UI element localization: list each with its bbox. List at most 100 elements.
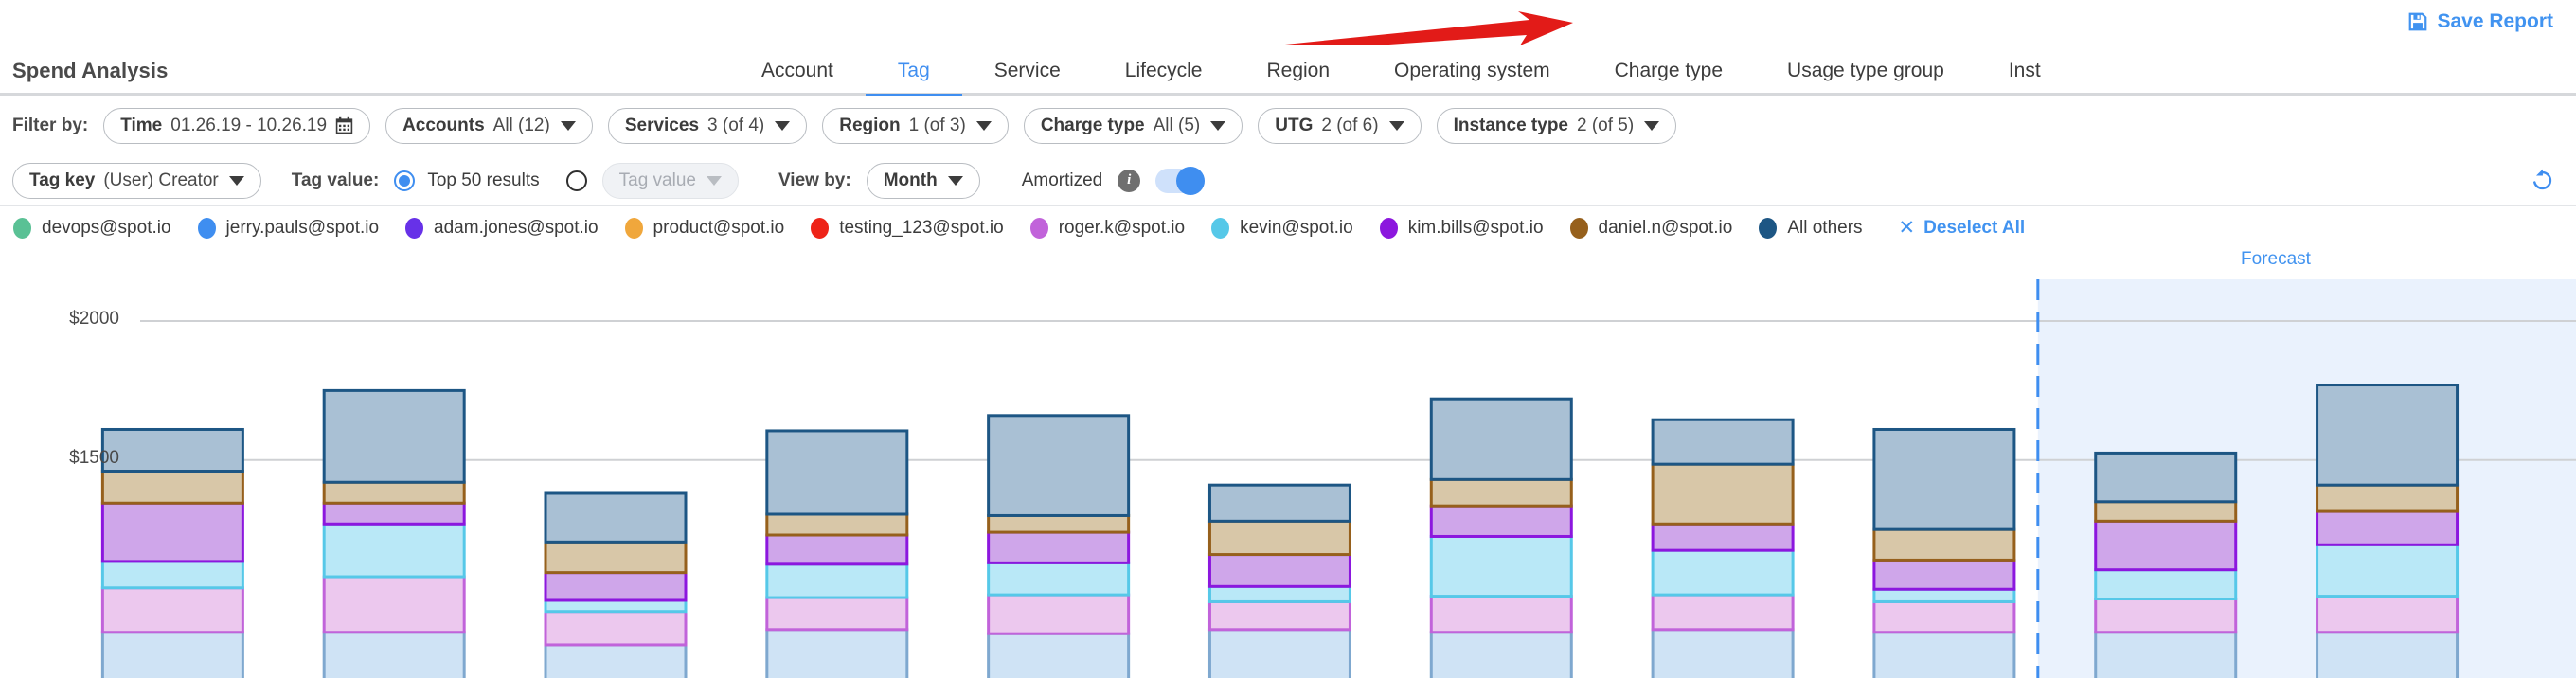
bar-segment[interactable] xyxy=(1208,628,1351,678)
bar-segment[interactable] xyxy=(1208,584,1351,603)
bar-segment[interactable] xyxy=(322,575,466,634)
legend-item[interactable]: testing_123@spot.io xyxy=(811,217,1004,239)
bar-segment[interactable] xyxy=(100,631,244,678)
bar-segment[interactable] xyxy=(1872,631,2016,678)
legend-item[interactable]: jerry.pauls@spot.io xyxy=(197,217,379,239)
reset-filters-icon[interactable] xyxy=(2530,168,2555,193)
bar-segment[interactable] xyxy=(987,414,1131,517)
bar-segment[interactable] xyxy=(1651,462,1795,526)
bar-segment[interactable] xyxy=(100,560,244,590)
tab-charge-type[interactable]: Charge type xyxy=(1583,45,1755,96)
bar-segment[interactable] xyxy=(2094,519,2238,572)
bar-segment[interactable] xyxy=(322,501,466,526)
view-by-dropdown[interactable]: Month xyxy=(866,162,980,199)
bar-segment[interactable] xyxy=(322,480,466,505)
legend-item[interactable]: adam.jones@spot.io xyxy=(405,217,599,239)
filter-chip-time[interactable]: Time 01.26.19 - 10.26.19 xyxy=(103,107,371,144)
bar-segment[interactable] xyxy=(765,429,909,516)
bar-segment[interactable] xyxy=(544,643,688,678)
bar-segment[interactable] xyxy=(1208,519,1351,557)
legend-item[interactable]: kevin@spot.io xyxy=(1211,217,1353,239)
bar-segment[interactable] xyxy=(2316,483,2460,513)
bar-segment[interactable] xyxy=(1429,534,1573,598)
bar-segment[interactable] xyxy=(1651,593,1795,632)
radio-tag-value[interactable] xyxy=(565,170,587,191)
tab-usage-type-group[interactable]: Usage type group xyxy=(1755,45,1977,96)
tab-inst[interactable]: Inst xyxy=(1977,45,2073,96)
bar-segment[interactable] xyxy=(1872,427,2016,531)
bar-segment[interactable] xyxy=(987,593,1131,635)
bar-segment[interactable] xyxy=(544,598,688,614)
bar-segment[interactable] xyxy=(2316,543,2460,598)
bar-segment[interactable] xyxy=(765,512,909,537)
bar-segment[interactable] xyxy=(1429,477,1573,508)
tag-value-dropdown[interactable]: Tag value xyxy=(601,162,739,199)
bar-segment[interactable] xyxy=(2094,568,2238,601)
filter-chip-services[interactable]: Services 3 (of 4) xyxy=(607,107,808,144)
info-icon[interactable]: i xyxy=(1118,169,1141,192)
legend-item[interactable]: devops@spot.io xyxy=(13,217,171,239)
legend-item[interactable]: All others xyxy=(1759,217,1863,239)
legend-item[interactable]: roger.k@spot.io xyxy=(1029,217,1185,239)
bar-segment[interactable] xyxy=(100,501,244,563)
bar-segment[interactable] xyxy=(765,562,909,599)
legend-item[interactable]: daniel.n@spot.io xyxy=(1569,217,1732,239)
bar-segment[interactable] xyxy=(1872,527,2016,562)
amortized-toggle[interactable] xyxy=(1155,166,1206,195)
bar-segment[interactable] xyxy=(987,561,1131,597)
bar-segment[interactable] xyxy=(2094,500,2238,523)
bar-segment[interactable] xyxy=(1651,522,1795,552)
bar-segment[interactable] xyxy=(1872,587,2016,603)
bar-segment[interactable] xyxy=(322,631,466,678)
bar-segment[interactable] xyxy=(2316,509,2460,546)
bar-segment[interactable] xyxy=(1651,418,1795,466)
tab-operating-system[interactable]: Operating system xyxy=(1362,45,1583,96)
bar-segment[interactable] xyxy=(2316,595,2460,634)
bar-segment[interactable] xyxy=(1208,599,1351,632)
bar-segment[interactable] xyxy=(2316,631,2460,678)
filter-chip-charge-type[interactable]: Charge type All (5) xyxy=(1023,107,1243,144)
bar-segment[interactable] xyxy=(322,388,466,484)
save-report-button[interactable]: Save Report xyxy=(2407,10,2553,33)
bar-segment[interactable] xyxy=(765,533,909,566)
stacked-bar-chart-canvas[interactable] xyxy=(0,249,2576,678)
bar-segment[interactable] xyxy=(1208,483,1351,523)
deselect-all-button[interactable]: ✕ Deselect All xyxy=(1899,218,2026,239)
legend-item[interactable]: kim.bills@spot.io xyxy=(1379,217,1544,239)
bar-segment[interactable] xyxy=(987,513,1131,534)
bar-segment[interactable] xyxy=(1872,599,2016,634)
bar-segment[interactable] xyxy=(1872,558,2016,591)
bar-segment[interactable] xyxy=(322,522,466,579)
filter-chip-instance-type[interactable]: Instance type 2 (of 5) xyxy=(1436,107,1677,144)
bar-segment[interactable] xyxy=(100,427,244,473)
bar-segment[interactable] xyxy=(100,470,244,505)
tab-region[interactable]: Region xyxy=(1234,45,1362,96)
legend-item[interactable]: product@spot.io xyxy=(624,217,784,239)
radio-top-results[interactable] xyxy=(394,170,416,191)
tag-key-dropdown[interactable]: Tag key (User) Creator xyxy=(12,162,261,199)
bar-segment[interactable] xyxy=(544,571,688,602)
bar-segment[interactable] xyxy=(2094,631,2238,678)
filter-chip-region[interactable]: Region 1 (of 3) xyxy=(822,107,1009,144)
filter-chip-accounts[interactable]: Accounts All (12) xyxy=(385,107,593,144)
tab-tag[interactable]: Tag xyxy=(865,45,962,98)
bar-segment[interactable] xyxy=(2094,598,2238,634)
bar-segment[interactable] xyxy=(1429,504,1573,538)
bar-segment[interactable] xyxy=(544,540,688,575)
tab-lifecycle[interactable]: Lifecycle xyxy=(1093,45,1235,96)
bar-segment[interactable] xyxy=(1429,397,1573,481)
bar-segment[interactable] xyxy=(765,596,909,632)
bar-segment[interactable] xyxy=(544,491,688,544)
bar-segment[interactable] xyxy=(2094,451,2238,504)
bar-segment[interactable] xyxy=(2316,384,2460,487)
bar-segment[interactable] xyxy=(100,586,244,634)
bar-segment[interactable] xyxy=(1208,553,1351,588)
bar-segment[interactable] xyxy=(544,610,688,647)
filter-chip-utg[interactable]: UTG 2 (of 6) xyxy=(1258,107,1422,144)
bar-segment[interactable] xyxy=(1429,631,1573,678)
bar-segment[interactable] xyxy=(1651,548,1795,597)
bar-segment[interactable] xyxy=(765,628,909,678)
tab-service[interactable]: Service xyxy=(962,45,1093,96)
tab-account[interactable]: Account xyxy=(729,45,866,96)
bar-segment[interactable] xyxy=(987,530,1131,564)
